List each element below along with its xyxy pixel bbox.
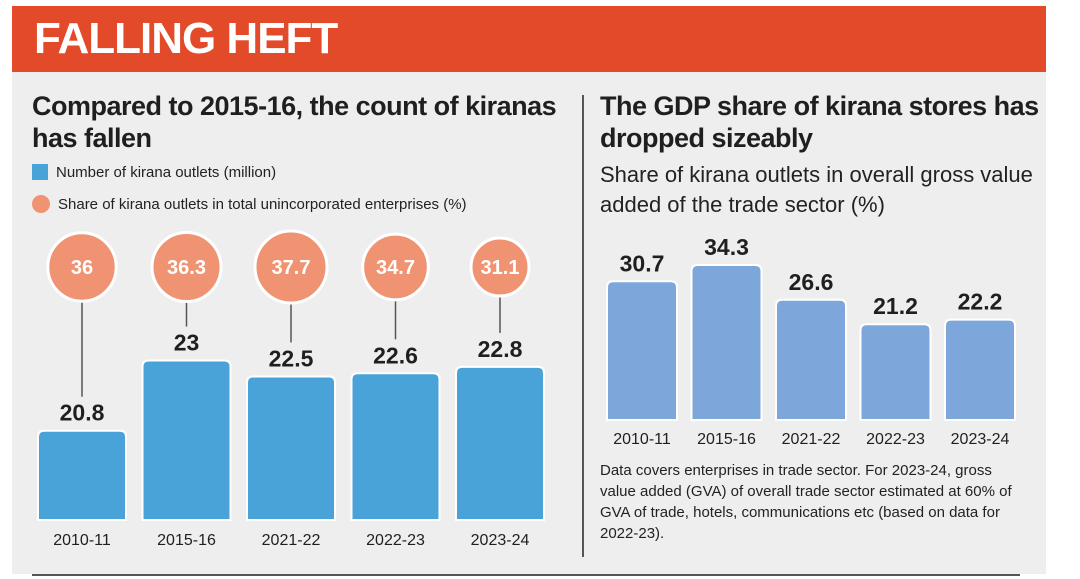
x-tick-label: 2023-24 bbox=[951, 431, 1010, 448]
share-bubble-label: 31.1 bbox=[481, 257, 520, 279]
outlet-bar-value: 22.6 bbox=[373, 342, 418, 368]
legend-item-share: Share of kirana outlets in total unincor… bbox=[32, 193, 467, 215]
legend-item-outlets: Number of kirana outlets (million) bbox=[32, 161, 276, 183]
gva-share-bar-value: 30.7 bbox=[620, 250, 665, 276]
outlet-bar-value: 23 bbox=[174, 330, 200, 356]
share-bubble-label: 34.7 bbox=[376, 257, 415, 279]
banner: FALLING HEFT bbox=[12, 6, 1046, 72]
share-bubble-label: 36 bbox=[71, 257, 93, 279]
outlet-bar-value: 22.8 bbox=[478, 336, 523, 362]
gva-share-bar-value: 26.6 bbox=[789, 269, 834, 295]
outlet-bar-value: 22.5 bbox=[269, 345, 314, 371]
right-chart-title: The GDP share of kirana stores has dropp… bbox=[600, 91, 1039, 153]
gva-share-bar bbox=[859, 323, 932, 421]
x-tick-label: 2010-11 bbox=[53, 532, 111, 549]
outlet-bar bbox=[246, 375, 336, 521]
panel-divider bbox=[582, 95, 584, 557]
x-tick-label: 2022-23 bbox=[366, 532, 425, 549]
share-bubble-label: 36.3 bbox=[167, 257, 206, 279]
x-tick-label: 2021-22 bbox=[782, 431, 841, 448]
x-tick-label: 2010-11 bbox=[613, 431, 671, 448]
share-bubble bbox=[46, 231, 118, 303]
outlet-bar bbox=[141, 359, 232, 521]
left-chart-title: Compared to 2015-16, the count of kirana… bbox=[32, 91, 557, 153]
outlet-bar bbox=[37, 429, 127, 521]
share-bubble bbox=[150, 230, 223, 304]
legend-label-share: Share of kirana outlets in total unincor… bbox=[58, 195, 467, 213]
banner-title: FALLING HEFT bbox=[34, 14, 338, 63]
share-bubble bbox=[469, 236, 531, 298]
outlet-bar bbox=[455, 365, 545, 521]
outlet-bar-value: 20.8 bbox=[60, 400, 105, 426]
x-tick-label: 2023-24 bbox=[471, 532, 530, 549]
legend-swatch-share bbox=[32, 195, 50, 213]
gva-share-bar bbox=[775, 298, 847, 421]
legend-swatch-outlets bbox=[32, 164, 48, 180]
x-tick-label: 2021-22 bbox=[262, 532, 321, 549]
gva-share-bar-value: 21.2 bbox=[873, 293, 918, 319]
gva-share-bar bbox=[606, 280, 678, 421]
gva-share-bar bbox=[690, 264, 763, 421]
gva-share-bar-value: 34.3 bbox=[704, 234, 749, 260]
x-tick-label: 2022-23 bbox=[866, 431, 925, 448]
x-tick-label: 2015-16 bbox=[157, 532, 216, 549]
bottom-rule bbox=[32, 574, 1020, 576]
gva-share-bar bbox=[944, 318, 1016, 421]
gva-share-bar-value: 22.2 bbox=[958, 289, 1003, 315]
right-chart-subtitle: Share of kirana outlets in overall gross… bbox=[600, 162, 1033, 217]
share-bubble bbox=[253, 229, 329, 305]
share-bubble-label: 37.7 bbox=[272, 257, 311, 279]
data-note: Data covers enterprises in trade sector.… bbox=[600, 462, 1012, 542]
share-bubble bbox=[361, 232, 430, 302]
outlet-bar bbox=[350, 372, 441, 521]
x-tick-label: 2015-16 bbox=[697, 431, 756, 448]
legend-label-outlets: Number of kirana outlets (million) bbox=[56, 163, 277, 181]
